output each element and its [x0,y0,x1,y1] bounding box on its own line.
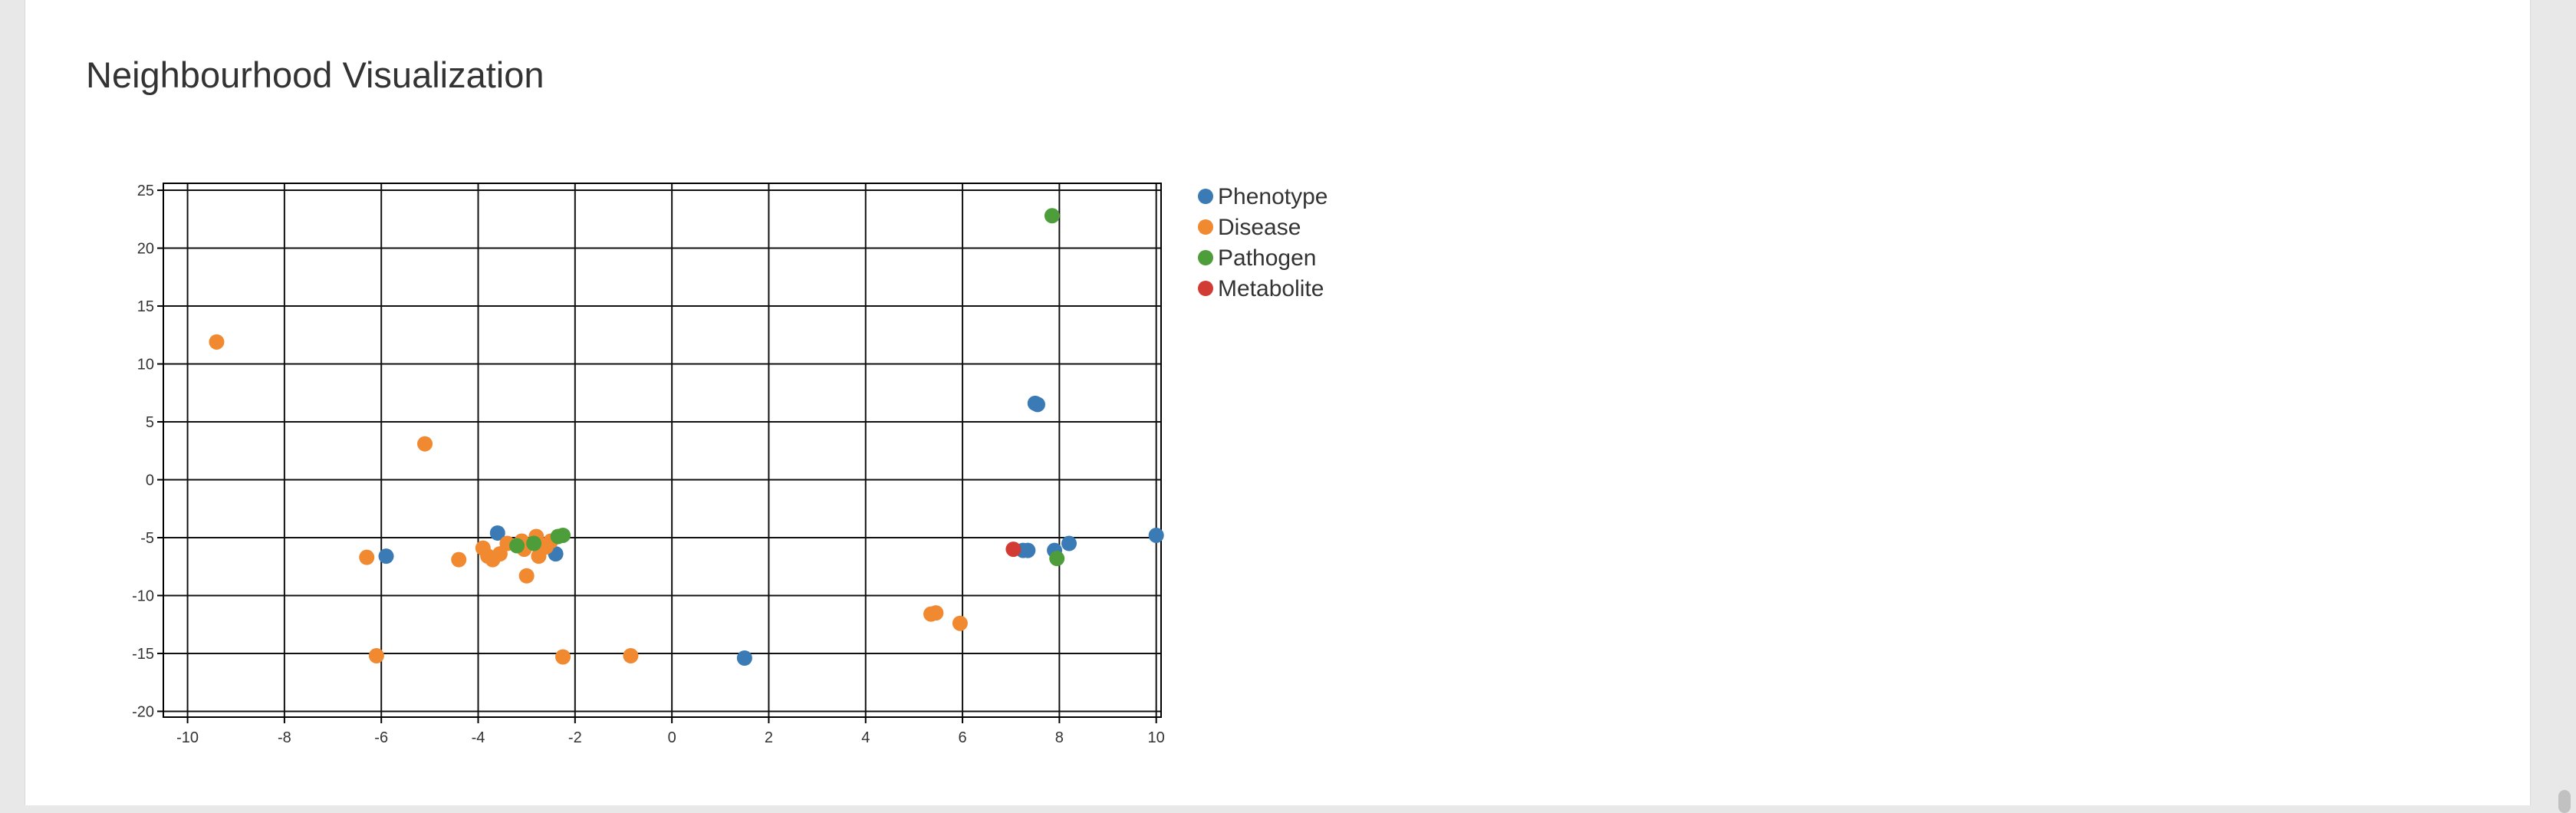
y-tick-label: -15 [132,646,154,663]
y-tick-label: 20 [137,241,154,258]
y-tick-label: 15 [137,298,154,315]
page-title: Neighbourhood Visualization [86,54,544,95]
point-disease [368,647,384,663]
y-tick-label: -5 [140,530,154,547]
y-axis: 25 20 15 10 5 0 -5 -10 -15 -20 [132,183,163,720]
point-disease [928,605,944,621]
x-tick-label: 4 [861,729,870,746]
y-tick-label: 25 [137,183,154,199]
scrollbar-thumb[interactable] [2558,790,2571,813]
x-axis: -10 -8 -6 -4 -2 0 2 4 6 8 10 [176,717,1165,746]
point-phenotype [736,650,752,667]
data-points [209,208,1164,667]
point-phenotype [1020,542,1036,558]
y-tick-label: -10 [132,588,154,604]
x-tick-label: 8 [1055,729,1064,746]
point-pathogen [509,538,525,554]
point-phenotype [1061,535,1077,551]
x-tick-label: -8 [278,729,291,746]
legend-label-metabolite: Metabolite [1218,276,1324,301]
point-pathogen [1044,208,1060,224]
y-tick-label: -20 [132,703,154,720]
point-disease [417,436,433,452]
point-phenotype [1148,527,1164,543]
point-metabolite [1005,541,1022,558]
x-tick-label: -2 [568,729,582,746]
point-disease [451,551,467,568]
point-disease [209,334,225,350]
x-tick-label: 2 [765,729,773,746]
legend-swatch-metabolite [1198,281,1213,296]
point-pathogen [1049,551,1065,567]
point-disease [623,647,639,663]
point-pathogen [526,535,542,551]
y-tick-label: 0 [146,472,154,489]
y-tick-label: 5 [146,414,154,431]
legend-swatch-disease [1198,219,1213,235]
point-pathogen [555,527,571,543]
legend-label-phenotype: Phenotype [1218,184,1327,209]
legend-label-disease: Disease [1218,215,1301,240]
plot-frame [163,183,1162,718]
point-phenotype [489,525,505,541]
point-disease [555,649,571,665]
x-tick-label: -4 [472,729,485,746]
y-tick-label: 10 [137,357,154,374]
x-tick-label: -10 [176,729,199,746]
point-disease [359,549,375,565]
content-panel [25,0,2531,805]
legend-swatch-phenotype [1198,189,1213,204]
x-tick-label: 6 [959,729,967,746]
point-phenotype [1029,397,1045,413]
x-tick-label: -6 [374,729,388,746]
legend-swatch-pathogen [1198,250,1213,265]
point-disease [952,615,968,631]
chart-grid [163,183,1161,717]
point-disease [518,568,535,584]
x-tick-label: 0 [668,729,676,746]
legend-label-pathogen: Pathogen [1218,245,1316,271]
legend: Phenotype Disease Pathogen Metabolite [1198,184,1327,301]
x-tick-label: 10 [1148,729,1165,746]
point-phenotype [378,548,394,564]
